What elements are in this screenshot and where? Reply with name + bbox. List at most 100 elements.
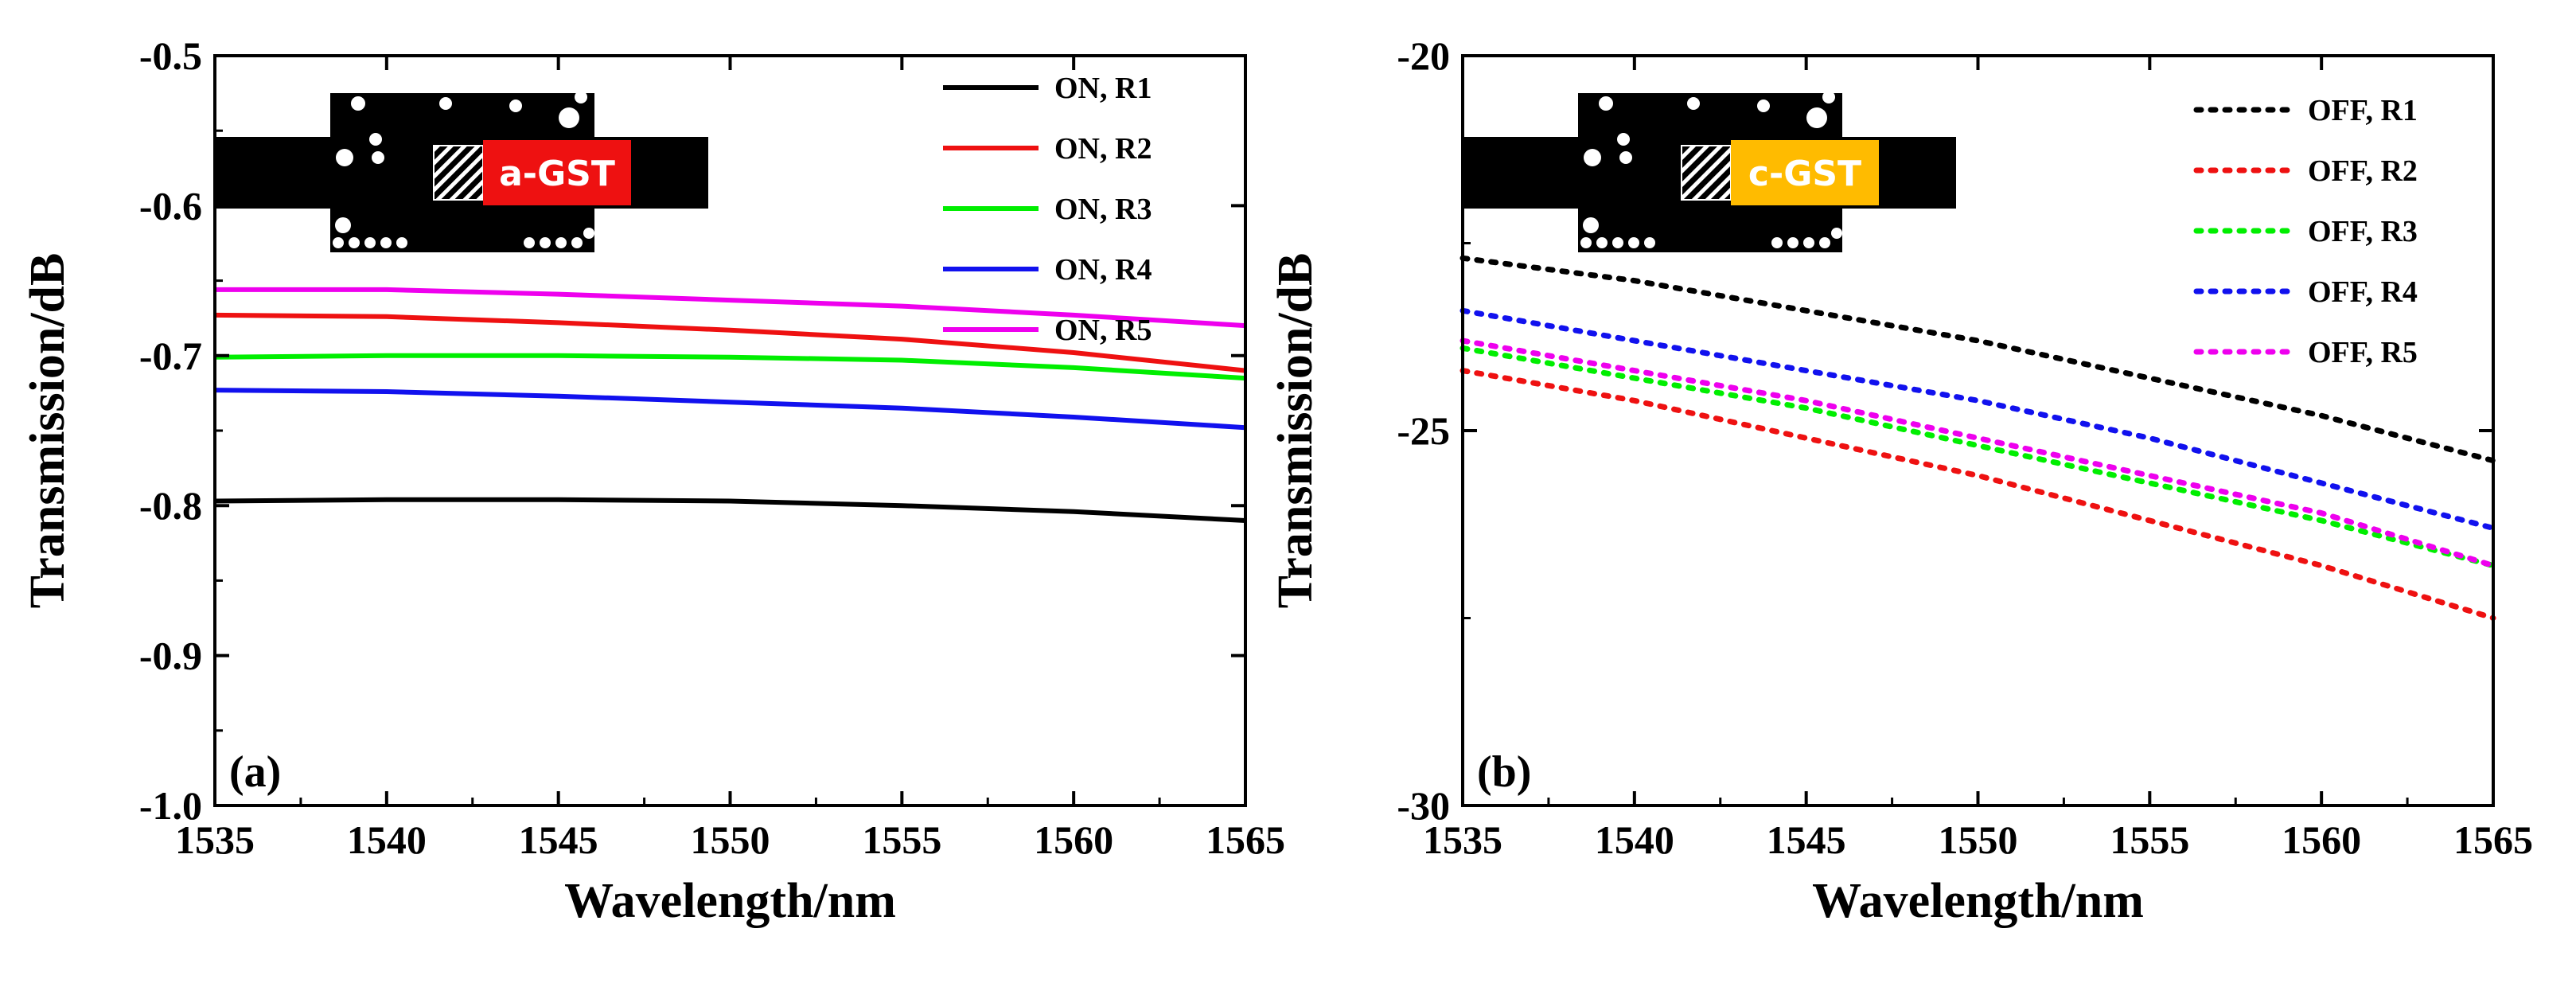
inset-hole — [524, 237, 535, 248]
inset-hole — [1644, 237, 1655, 248]
inset-hole — [335, 217, 351, 233]
legend-label: ON, R4 — [1054, 253, 1152, 287]
inset-hole — [571, 237, 583, 248]
legend-a: ON, R1 ON, R2 ON, R3 ON, R4 ON, R5 — [943, 72, 1152, 347]
legend-label: OFF, R3 — [2308, 215, 2418, 248]
inset-hole — [439, 97, 452, 110]
x-axis-title: Wavelength/nm — [564, 874, 896, 928]
x-tick-label: 1535 — [1423, 817, 1502, 862]
legend-b: OFF, R1 OFF, R2 OFF, R3 OFF, R4 OFF, R5 — [2193, 94, 2418, 369]
x-tick-label: 1540 — [347, 817, 427, 862]
series-line-b-r1 — [1459, 255, 2496, 464]
series-line-a-r4 — [214, 388, 1246, 431]
y-tick-label: -0.7 — [139, 334, 202, 378]
legend-label: OFF, R1 — [2308, 94, 2418, 127]
panel-label: (b) — [1477, 747, 1531, 797]
waveguide-inset-b: c-GST — [1463, 91, 1956, 252]
x-tick-label: 1550 — [691, 817, 770, 862]
series-line-b-r3 — [1459, 345, 2496, 569]
chart-panel-a: a-GST 1535 1540 1545 1550 1555 1560 1565 -0.5 -0… — [21, 33, 1285, 928]
x-tick-label: 1555 — [2110, 817, 2189, 862]
inset-hole — [509, 99, 522, 112]
inset-hole — [559, 107, 579, 128]
inset-hole — [1617, 133, 1630, 146]
legend-label: OFF, R4 — [2308, 275, 2418, 309]
x-tick-label: 1565 — [2453, 817, 2533, 862]
x-tick-label: 1535 — [175, 817, 255, 862]
y-tick-label: -1.0 — [139, 783, 202, 828]
inset-hole — [369, 133, 382, 146]
inset-hole — [1822, 91, 1835, 103]
series-line-b-r5 — [1459, 337, 2496, 569]
x-tick-label: 1565 — [1206, 817, 1285, 862]
y-tick-label: -0.6 — [139, 183, 202, 228]
x-tick-label: 1545 — [1767, 817, 1846, 862]
series-line-a-r3 — [214, 353, 1246, 381]
waveguide-inset-a: a-GST — [215, 91, 708, 252]
inset-hole — [1628, 237, 1639, 248]
inset-hole — [380, 237, 392, 248]
inset-hole — [349, 237, 360, 248]
chart-panel-b: c-GST 1535 1540 1545 1550 1555 1560 1565 -20 -25… — [1269, 33, 2533, 928]
series-line-b-r2 — [1459, 368, 2496, 621]
y-tick-label: -0.5 — [139, 33, 202, 78]
inset-hole — [1583, 217, 1599, 233]
x-axis-title: Wavelength/nm — [1812, 874, 2144, 928]
y-tick-label: -0.9 — [139, 634, 202, 678]
series-line-a-r5 — [215, 287, 1246, 329]
legend-label: ON, R5 — [1054, 314, 1152, 347]
inset-hole — [575, 91, 587, 103]
series-layer-a — [214, 287, 1246, 523]
legend-label: ON, R1 — [1054, 72, 1152, 105]
inset-hole — [351, 96, 365, 111]
inset-hole — [336, 149, 353, 166]
inset-hole — [1596, 237, 1608, 248]
inset-hole — [396, 237, 407, 248]
x-tick-label: 1550 — [1939, 817, 2018, 862]
inset-hole — [1787, 237, 1799, 248]
y-tick-label: -20 — [1397, 33, 1450, 78]
series-line-b-r4 — [1459, 307, 2496, 531]
inset-hole — [1771, 237, 1783, 248]
inset-hole — [555, 237, 567, 248]
inset-hole — [333, 237, 344, 248]
inset-hatched-pad — [1681, 145, 1732, 201]
legend-label: ON, R3 — [1054, 193, 1152, 226]
series-layer-b — [1459, 255, 2496, 621]
inset-hole — [1757, 99, 1770, 112]
inset-hole — [1612, 237, 1623, 248]
inset-tag-b: c-GST — [1748, 154, 1861, 194]
inset-tag-box — [1731, 140, 1879, 205]
inset-hole — [1831, 228, 1842, 239]
inset-hole — [540, 237, 551, 248]
x-tick-label: 1560 — [2282, 817, 2361, 862]
y-axis-title: Transmission/dB — [1269, 253, 1323, 609]
y-axis-title: Transmission/dB — [21, 253, 75, 609]
inset-hole — [1819, 237, 1830, 248]
panel-label: (a) — [229, 747, 281, 797]
x-tick-label: 1555 — [862, 817, 941, 862]
inset-hole — [1806, 107, 1827, 128]
series-line-a-r2 — [214, 312, 1246, 373]
inset-hole — [1584, 149, 1601, 166]
inset-tag-box — [483, 140, 631, 205]
inset-hole — [583, 228, 594, 239]
legend-label: ON, R2 — [1054, 132, 1152, 166]
x-tick-label: 1545 — [519, 817, 598, 862]
y-tick-label: -25 — [1397, 408, 1450, 453]
inset-hole — [1599, 96, 1613, 111]
inset-hole — [1619, 151, 1632, 164]
y-tick-label: -30 — [1397, 783, 1450, 828]
inset-hatched-pad — [433, 145, 484, 201]
legend-label: OFF, R5 — [2308, 336, 2418, 369]
x-tick-label: 1540 — [1595, 817, 1674, 862]
series-line-a-r1 — [214, 497, 1246, 523]
inset-hole — [1687, 97, 1700, 110]
inset-hole — [1803, 237, 1814, 248]
inset-hole — [1580, 237, 1592, 248]
inset-tag-a: a-GST — [499, 154, 615, 194]
x-tick-label: 1560 — [1034, 817, 1113, 862]
y-tick-label: -0.8 — [139, 483, 202, 528]
inset-hole — [364, 237, 376, 248]
